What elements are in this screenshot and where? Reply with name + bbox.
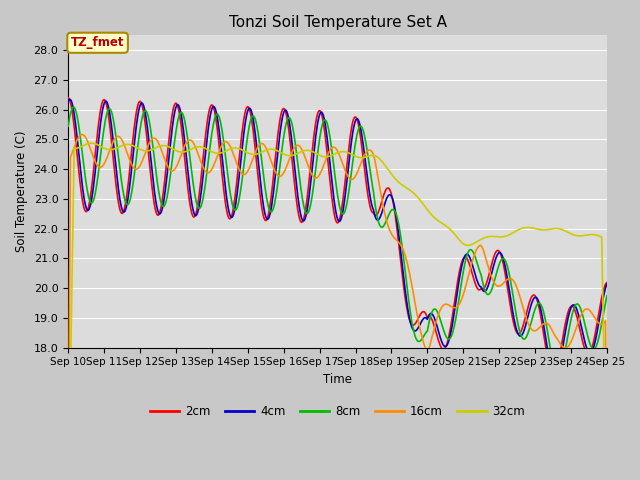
Text: TZ_fmet: TZ_fmet — [71, 36, 124, 49]
Legend: 2cm, 4cm, 8cm, 16cm, 32cm: 2cm, 4cm, 8cm, 16cm, 32cm — [145, 400, 530, 423]
Y-axis label: Soil Temperature (C): Soil Temperature (C) — [15, 131, 28, 252]
X-axis label: Time: Time — [323, 373, 352, 386]
Title: Tonzi Soil Temperature Set A: Tonzi Soil Temperature Set A — [228, 15, 447, 30]
